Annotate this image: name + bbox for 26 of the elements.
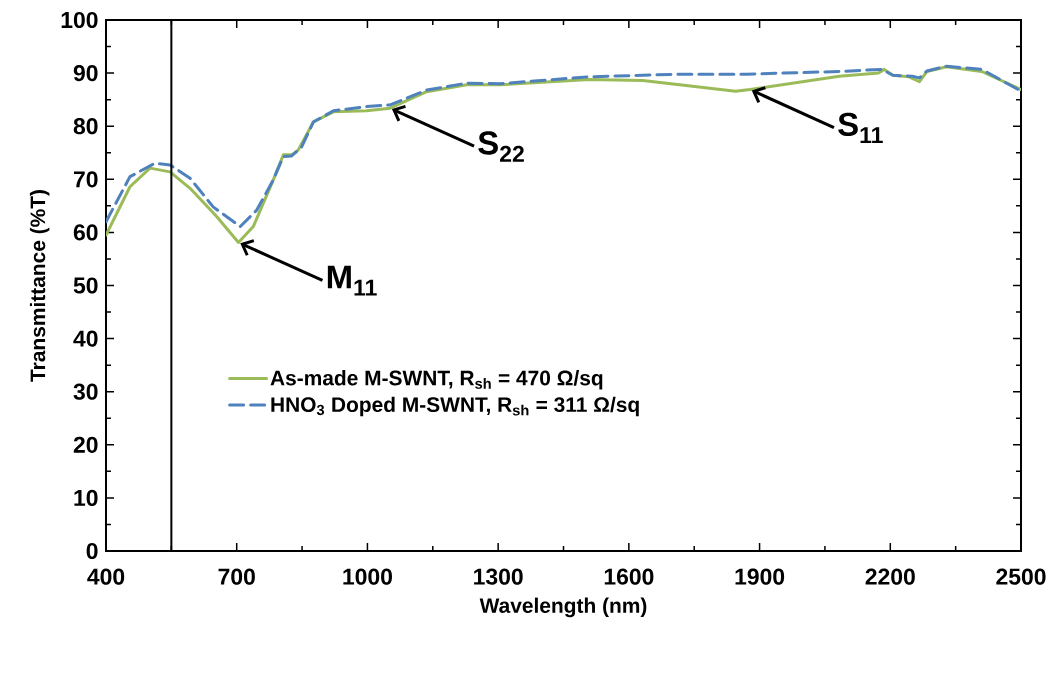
y-tick-label: 30 [73,383,98,400]
y-axis-title: Transmittance (%T) [29,190,50,382]
x-axis-title: Wavelength (nm) [479,597,647,618]
y-tick-label: 80 [73,118,98,135]
y-tick-label: 0 [86,542,98,560]
x-tick-label: 2500 [996,568,1046,585]
annotation: S$_{22}$ [478,131,524,162]
x-tick-label: 1300 [474,568,523,585]
y-tick-label: 90 [73,64,98,82]
y-tick-label: 50 [73,277,98,294]
y-tick-label: 40 [73,330,98,347]
y-tick-label: 100 [61,11,98,29]
y-tick-label: 20 [73,436,98,453]
annotation: S$_{11}$ [838,112,883,144]
x-tick-label: 1000 [343,568,392,585]
y-tick-label: 60 [73,224,98,241]
x-tick-label: 2200 [865,568,915,585]
y-tick-label: 70 [73,171,98,188]
x-tick-label: 400 [87,568,125,585]
y-tick-label: 10 [74,489,98,507]
legend-label: As-made M-SWNT, R$_{sh}$ = 470 Ω/sq [270,370,603,390]
legend-label: HNO$_{3}$ Doped M-SWNT, R$_{sh}$ = 311 Ω/sq [271,396,639,417]
annotation: M$_{11}$ [327,265,377,296]
x-tick-label: 700 [218,568,255,585]
x-tick-label: 1900 [735,568,785,585]
x-tick-label: 1600 [604,568,654,585]
